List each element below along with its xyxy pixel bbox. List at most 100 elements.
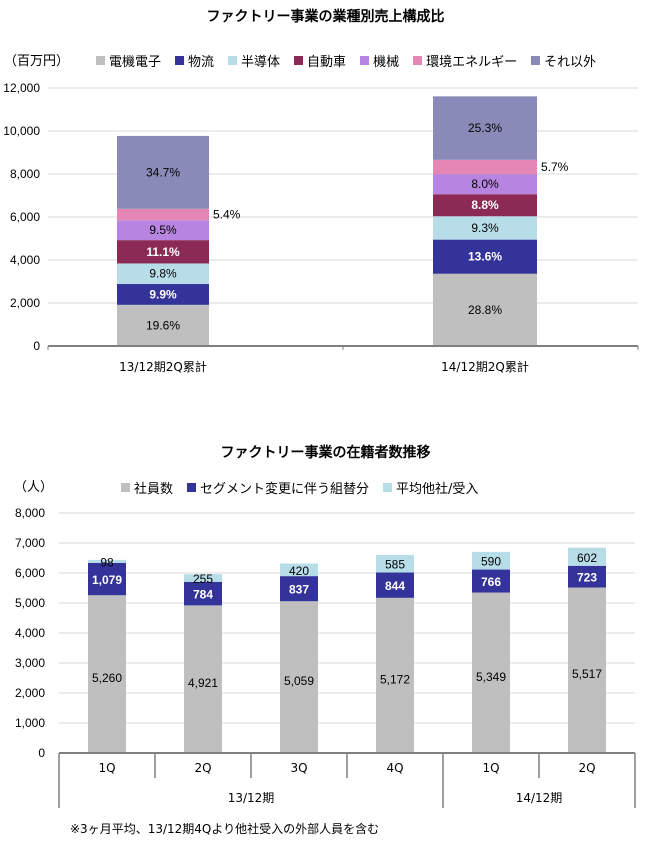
bar-segment bbox=[433, 96, 537, 160]
y-tick-label: 2,000 bbox=[10, 296, 40, 310]
y-tick-label: 2,000 bbox=[15, 686, 45, 700]
y-tick-label: 6,000 bbox=[10, 210, 40, 224]
bar-segment bbox=[184, 574, 222, 582]
y-tick-label: 4,000 bbox=[10, 253, 40, 267]
legend-swatch bbox=[175, 56, 185, 65]
bar-segment bbox=[88, 562, 126, 596]
legend-item: セグメント変更に伴う組替分 bbox=[187, 478, 369, 497]
chart1-legend: 電機電子 物流 半導体 自動車 機械 環境エネルギー それ以外 bbox=[96, 51, 610, 70]
x-category-label: 1Q bbox=[482, 761, 499, 775]
legend-item: それ以外 bbox=[531, 51, 596, 70]
chart2-unit-label: （人） bbox=[14, 480, 54, 495]
y-tick-label: 1,000 bbox=[15, 716, 45, 730]
bar-segment bbox=[117, 208, 209, 221]
data-label: 5,172 bbox=[380, 672, 410, 686]
data-label: 1,079 bbox=[92, 573, 122, 587]
bar-segment bbox=[433, 174, 537, 195]
bar-segment bbox=[117, 240, 209, 264]
bar-segment bbox=[433, 273, 537, 346]
data-label: 844 bbox=[385, 579, 405, 593]
data-label: 28.8% bbox=[468, 303, 502, 317]
data-label: 9.8% bbox=[149, 267, 177, 281]
legend-item: 電機電子 bbox=[96, 51, 161, 70]
legend-label: 半導体 bbox=[241, 55, 281, 70]
x-group-label: 13/12期 bbox=[228, 791, 275, 805]
legend-swatch bbox=[294, 56, 304, 65]
bar-segment bbox=[184, 605, 222, 753]
data-label: 4,921 bbox=[188, 676, 218, 690]
y-tick-label: 0 bbox=[38, 746, 45, 760]
legend-swatch bbox=[121, 483, 130, 492]
legend-label: 平均他社/受入 bbox=[396, 482, 479, 497]
y-tick-label: 6,000 bbox=[15, 566, 45, 580]
legend-label: それ以外 bbox=[544, 55, 597, 70]
bar-segment bbox=[117, 220, 209, 241]
data-label: 5,260 bbox=[92, 671, 122, 685]
bar-segment bbox=[117, 135, 209, 209]
data-label: 784 bbox=[193, 588, 213, 602]
y-tick-label: 4,000 bbox=[15, 626, 45, 640]
data-label: 11.1% bbox=[146, 245, 180, 259]
legend-item: 物流 bbox=[175, 51, 214, 70]
data-label: 8.8% bbox=[471, 198, 499, 212]
chart1-unit-label: （百万円） bbox=[4, 54, 70, 69]
data-label: 9.3% bbox=[471, 221, 499, 235]
bar-segment bbox=[472, 569, 510, 593]
bar-segment bbox=[433, 159, 537, 175]
legend-label: 電機電子 bbox=[109, 55, 162, 70]
data-label: 5,349 bbox=[476, 670, 506, 684]
legend-swatch bbox=[383, 483, 393, 492]
legend-swatch bbox=[531, 56, 541, 65]
data-label: 5,059 bbox=[284, 674, 314, 688]
data-label: 98 bbox=[100, 555, 114, 569]
bar-segment bbox=[117, 263, 209, 285]
data-label: 8.0% bbox=[471, 177, 499, 191]
bar-segment bbox=[376, 572, 414, 598]
bar-segment bbox=[280, 563, 318, 577]
bar-segment bbox=[117, 304, 209, 346]
y-tick-label: 10,000 bbox=[3, 124, 40, 138]
bar-segment bbox=[472, 551, 510, 570]
data-label: 9.5% bbox=[149, 223, 177, 237]
x-category-label: 14/12期2Q累計 bbox=[441, 359, 529, 374]
bar-segment bbox=[568, 587, 606, 753]
legend-swatch bbox=[96, 56, 105, 65]
y-tick-label: 8,000 bbox=[10, 167, 40, 181]
bar-segment bbox=[376, 597, 414, 753]
bar-segment bbox=[568, 565, 606, 588]
x-category-label: 13/12期2Q累計 bbox=[119, 359, 207, 374]
bar-segment bbox=[117, 284, 209, 305]
bar-segment bbox=[88, 595, 126, 753]
bar-segment bbox=[184, 581, 222, 606]
x-category-label: 4Q bbox=[386, 761, 403, 775]
data-label: 255 bbox=[193, 572, 213, 586]
data-label: 766 bbox=[481, 575, 501, 589]
bar-segment bbox=[88, 559, 126, 563]
y-tick-label: 7,000 bbox=[15, 536, 45, 550]
bar-segment bbox=[472, 592, 510, 753]
chart2-title: ファクトリー事業の在籍者数推移 bbox=[220, 445, 431, 461]
data-label: 5.7% bbox=[541, 160, 569, 174]
legend-label: 社員数 bbox=[134, 482, 174, 497]
bar-segment bbox=[433, 239, 537, 274]
legend-item: 機械 bbox=[360, 51, 399, 70]
legend-swatch bbox=[360, 56, 370, 65]
legend-swatch bbox=[413, 56, 423, 65]
data-label: 602 bbox=[577, 551, 597, 565]
legend-label: 環境エネルギー bbox=[426, 55, 518, 70]
x-category-label: 3Q bbox=[290, 761, 307, 775]
data-label: 19.6% bbox=[146, 318, 180, 332]
y-tick-label: 3,000 bbox=[15, 656, 45, 670]
legend-item: 社員数 bbox=[121, 478, 173, 497]
legend-label: 自動車 bbox=[307, 55, 347, 70]
x-category-label: 1Q bbox=[98, 761, 115, 775]
data-label: 34.7% bbox=[146, 165, 180, 179]
legend-label: 物流 bbox=[188, 55, 215, 70]
legend-item: 半導体 bbox=[228, 51, 280, 70]
y-tick-label: 12,000 bbox=[3, 81, 40, 95]
footnote: ※3ヶ月平均、13/12期4Qより他社受入の外部人員を含む bbox=[70, 822, 380, 836]
data-label: 837 bbox=[289, 583, 309, 597]
chart2-legend: 社員数 セグメント変更に伴う組替分 平均他社/受入 bbox=[121, 478, 492, 497]
legend-label: 機械 bbox=[373, 55, 400, 70]
